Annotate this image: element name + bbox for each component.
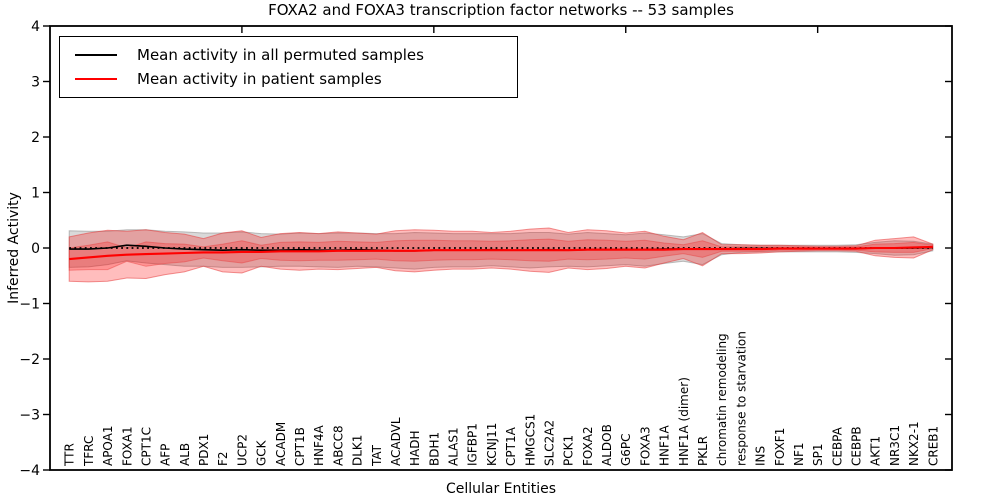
x-axis-label: Cellular Entities: [445, 481, 557, 497]
x-tick-label: FOXA1: [120, 426, 134, 466]
x-tick-label: TTR: [63, 443, 77, 467]
x-tick-label: HNF1A: [658, 424, 672, 466]
permuted-line-sample: [75, 53, 117, 56]
x-tick-label: NR3C1: [888, 425, 902, 466]
y-tick-label: 1: [31, 186, 40, 202]
x-tick-label: response to starvation: [734, 331, 748, 466]
x-tick-label: ABCC8: [331, 425, 345, 466]
x-tick-label: CEBPA: [830, 426, 844, 466]
x-tick-label: NF1: [792, 442, 806, 466]
y-tick-label: −4: [19, 463, 40, 479]
patient-std-band-outer: [68, 227, 934, 283]
x-tick-label: IGFBP1: [466, 423, 480, 466]
y-tick-label: 3: [31, 75, 40, 91]
y-tick-label: 2: [31, 130, 40, 146]
legend-item-patient: Mean activity in patient samples: [60, 70, 517, 88]
x-tick-label: GCK: [255, 439, 269, 466]
y-tick-label: −2: [19, 352, 40, 368]
x-tick-label: CREB1: [926, 426, 940, 466]
x-tick-label: SLC2A2: [542, 420, 556, 466]
y-tick-label: 0: [31, 241, 40, 257]
patient-line-sample: [75, 78, 117, 81]
x-tick-label: AFP: [159, 444, 173, 466]
x-tick-label: FOXF1: [773, 428, 787, 466]
legend-box: Mean activity in all permuted samples Me…: [59, 36, 518, 98]
x-tick-label: ACADVL: [389, 417, 403, 466]
x-tick-label: ALAS1: [447, 427, 461, 466]
x-tick-label: HNF1A (dimer): [677, 377, 691, 466]
x-tick-label: ACADM: [274, 422, 288, 466]
x-tick-label: FOXA2: [581, 426, 595, 466]
x-tick-label: HMGCS1: [523, 414, 537, 466]
y-tick-label: −3: [19, 408, 40, 424]
x-tick-label: UCP2: [235, 434, 249, 466]
x-tick-label: BDH1: [427, 432, 441, 466]
x-tick-label: FOXA3: [638, 426, 652, 466]
x-tick-label: TFRC: [82, 436, 96, 467]
legend-label-permuted: Mean activity in all permuted samples: [137, 45, 424, 64]
y-axis-label: Inferred Activity: [6, 192, 22, 304]
legend-label-patient: Mean activity in patient samples: [137, 70, 382, 89]
x-tick-label: chromatin remodeling: [715, 333, 729, 466]
x-tick-label: AKT1: [869, 436, 883, 466]
x-tick-label: ALB: [178, 443, 192, 466]
chart-title: FOXA2 and FOXA3 transcription factor net…: [268, 1, 734, 19]
x-tick-label: PDX1: [197, 434, 211, 466]
x-tick-label: PCK1: [562, 435, 576, 466]
y-tick-label: −1: [19, 297, 40, 313]
x-tick-label: INS: [754, 446, 768, 466]
x-tick-label: SP1: [811, 444, 825, 467]
x-tick-label: PKLR: [696, 436, 710, 466]
x-tick-label: HNF4A: [312, 424, 326, 466]
x-tick-label: KCNJ11: [485, 423, 499, 466]
x-tick-label: APOA1: [101, 425, 115, 466]
legend-item-permuted: Mean activity in all permuted samples: [60, 46, 517, 64]
x-tick-label: G6PC: [619, 433, 633, 466]
x-tick-label: CPT1C: [139, 427, 153, 466]
mean-patient-line: [69, 245, 933, 261]
x-tick-label: TAT: [370, 444, 384, 467]
x-tick-label: NKX2-1: [907, 421, 921, 466]
x-tick-label: CPT1A: [504, 426, 518, 466]
x-tick-label: CPT1B: [293, 427, 307, 466]
x-tick-label: ALDOB: [600, 424, 614, 466]
x-tick-label: HADH: [408, 431, 422, 467]
x-tick-label: F2: [216, 451, 230, 466]
y-tick-label: 4: [31, 19, 40, 35]
x-tick-label: CEBPB: [850, 426, 864, 466]
x-tick-label: DLK1: [351, 435, 365, 466]
